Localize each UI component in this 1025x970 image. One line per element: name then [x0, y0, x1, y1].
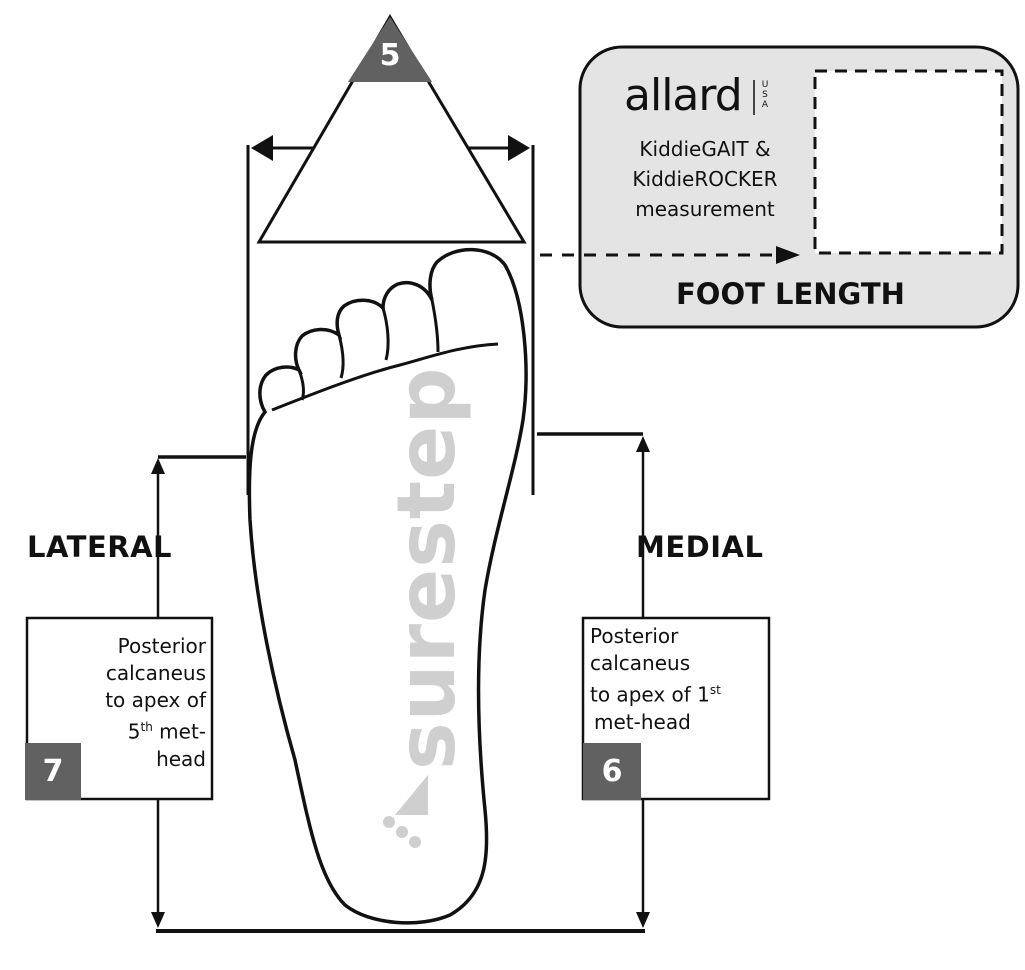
card-line-3: measurement	[635, 197, 775, 221]
foot-length-arrowhead	[776, 246, 800, 264]
lateral-line-5: head	[156, 746, 206, 771]
triangle-outline	[256, 14, 527, 244]
medial-line-1: Posterior	[590, 624, 679, 648]
toe-separator-2	[381, 307, 390, 361]
lateral-line-2: calcaneus	[105, 661, 206, 685]
card-line-2: KiddieROCKER	[632, 167, 778, 191]
lateral-box	[25, 616, 214, 801]
lateral-number-badge: 7	[25, 743, 81, 800]
card-line-1: KiddieGAIT &	[639, 137, 771, 161]
surestep-logo-icon	[383, 775, 428, 848]
toe-separator-3	[337, 334, 345, 379]
toe-separator-4	[297, 369, 305, 401]
toe-separator-1	[430, 299, 440, 353]
lateral-description: Posterior calcaneus to apex of 5th met- …	[70, 633, 206, 773]
top-marker-number: 5	[379, 38, 401, 73]
medial-line-3: to apex of 1st	[590, 682, 721, 707]
medial-line-2: calcaneus	[590, 651, 691, 675]
lateral-line-4: 5th met-	[127, 719, 206, 744]
watermark-text: surestep	[380, 366, 473, 770]
foot-outline	[247, 247, 528, 925]
width-arrowhead-right	[508, 135, 530, 161]
medial-arrowhead-bottom	[636, 912, 650, 928]
triangle-cover	[348, 17, 432, 82]
lateral-line-1: Posterior	[117, 634, 206, 658]
medial-arrowhead-top	[636, 436, 650, 452]
lateral-arrowhead-top	[151, 458, 165, 474]
width-arrowhead-left	[251, 135, 273, 161]
medial-description: Posterior calcaneus to apex of 1st met-h…	[590, 623, 765, 736]
toe-crease	[271, 342, 499, 412]
lateral-arrowhead-bottom	[151, 912, 165, 928]
brand-logo: allard	[624, 70, 743, 121]
foot-length-caption: FOOT LENGTH	[676, 277, 905, 311]
lateral-title: LATERAL	[27, 530, 173, 564]
lateral-line-3: to apex of	[105, 688, 206, 712]
medial-line-4: met-head	[594, 709, 691, 734]
card-placeholder-box	[813, 69, 1004, 255]
medial-title: MEDIAL	[636, 530, 764, 564]
medial-number-badge: 6	[583, 743, 641, 800]
